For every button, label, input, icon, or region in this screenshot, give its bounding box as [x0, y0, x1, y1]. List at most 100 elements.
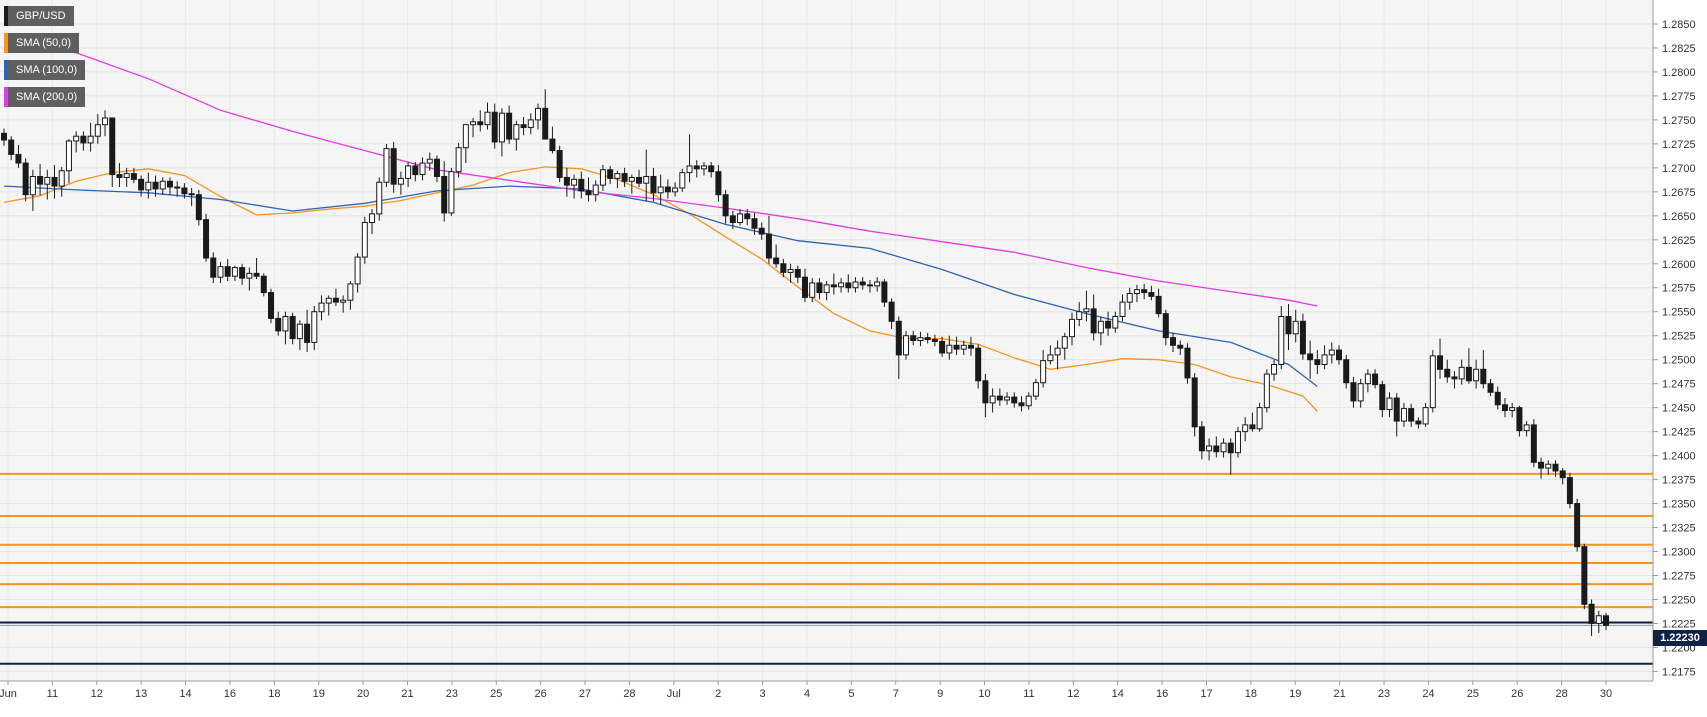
candle — [664, 179, 671, 199]
candle-body-down — [1105, 320, 1112, 329]
candle — [369, 209, 376, 235]
x-tick-label: 23 — [446, 688, 458, 700]
candle — [166, 177, 173, 195]
candle — [361, 216, 368, 264]
candle-body-up — [498, 112, 505, 143]
candle — [1112, 311, 1119, 333]
candle — [852, 277, 859, 293]
candle — [722, 189, 729, 224]
sma-500-line — [3, 166, 1318, 412]
candle — [1429, 350, 1436, 413]
legend-swatch — [4, 60, 8, 80]
candle — [296, 320, 303, 351]
legend-item-sma-100[interactable]: SMA (100,0) — [4, 60, 86, 80]
candle-body-up — [917, 337, 924, 341]
candle — [289, 312, 296, 345]
candle — [1408, 403, 1415, 427]
candle — [1249, 412, 1256, 432]
candle-body-down — [412, 165, 419, 176]
candle-body-down — [830, 284, 837, 288]
candle — [866, 280, 873, 293]
candle — [571, 174, 578, 199]
candle — [614, 170, 621, 188]
candle — [1559, 468, 1566, 485]
candle — [1054, 340, 1061, 370]
candle-body-up — [354, 256, 361, 285]
candle-body-up — [1234, 431, 1241, 454]
candle-body-down — [1530, 424, 1537, 463]
y-tick-label: 1.2575 — [1662, 283, 1696, 295]
candle — [58, 166, 65, 197]
x-tick-label: 25 — [490, 688, 502, 700]
y-tick-label: 1.2600 — [1662, 259, 1696, 271]
candle-body-down — [975, 347, 982, 382]
candle — [838, 278, 845, 293]
candle-body-down — [1198, 426, 1205, 452]
candle — [917, 331, 924, 347]
candle — [996, 388, 1003, 406]
candle — [376, 177, 383, 221]
x-tick-label: 19 — [1289, 688, 1301, 700]
candle-body-up — [527, 119, 534, 129]
candle — [275, 311, 282, 336]
candle-body-down — [1538, 461, 1545, 469]
candle-body-down — [1184, 347, 1191, 379]
candle-body-up — [1595, 615, 1602, 624]
candle — [888, 298, 895, 329]
candle — [455, 142, 462, 178]
x-tick-label: 23 — [1378, 688, 1390, 700]
candle-body-down — [765, 233, 772, 259]
x-tick-label: 17 — [1200, 688, 1212, 700]
candle — [794, 265, 801, 283]
candle-body-down — [953, 344, 960, 350]
candle-body-down — [1494, 391, 1501, 406]
candle — [1198, 421, 1205, 460]
candle — [1242, 417, 1249, 442]
candle-body-down — [1018, 402, 1025, 407]
candle — [470, 117, 477, 138]
support-levels — [0, 472, 1653, 665]
candle-body-down — [1559, 470, 1566, 479]
candle-body-down — [1437, 355, 1444, 370]
candle — [1271, 359, 1278, 381]
candle-body-down — [441, 175, 448, 214]
candle — [1480, 350, 1487, 389]
x-tick-label: 19 — [313, 688, 325, 700]
x-tick-label: 4 — [804, 688, 810, 700]
candle — [195, 189, 202, 226]
candle — [448, 167, 455, 216]
candle-body-up — [787, 269, 794, 273]
candle — [1, 128, 7, 146]
legend-item-sma-50[interactable]: SMA (50,0) — [4, 33, 80, 53]
candle-body-up — [1271, 363, 1278, 375]
candle — [8, 136, 15, 161]
candle-body-down — [563, 176, 570, 186]
candle — [65, 139, 72, 184]
candle-body-down — [773, 257, 780, 265]
legend-item-sma-200[interactable]: SMA (200,0) — [4, 87, 86, 107]
candle — [1090, 294, 1097, 341]
candle — [109, 117, 116, 188]
legend-label: SMA (100,0) — [16, 64, 78, 76]
x-tick-label: 13 — [135, 688, 147, 700]
candle — [1047, 345, 1054, 365]
candle-body-down — [1487, 383, 1494, 393]
legend-item-gbpusd[interactable]: GBP/USD — [4, 6, 74, 26]
candle-body-up — [960, 344, 967, 350]
candle-body-down — [1177, 344, 1184, 349]
moving-averages — [3, 38, 1318, 412]
candle — [765, 215, 772, 264]
candle — [239, 263, 246, 285]
candle — [1523, 421, 1530, 437]
candle — [1581, 543, 1588, 610]
candle-body-down — [549, 138, 556, 152]
candle — [1336, 345, 1342, 365]
plot-area — [0, 0, 1653, 681]
candle — [224, 258, 231, 282]
candle-body-up — [448, 171, 455, 214]
candle-body-down — [520, 124, 527, 129]
x-tick-label: 7 — [893, 688, 899, 700]
y-tick-label: 1.2425 — [1662, 427, 1696, 439]
y-tick-label: 1.2725 — [1662, 139, 1696, 151]
candle-body-down — [931, 339, 938, 342]
